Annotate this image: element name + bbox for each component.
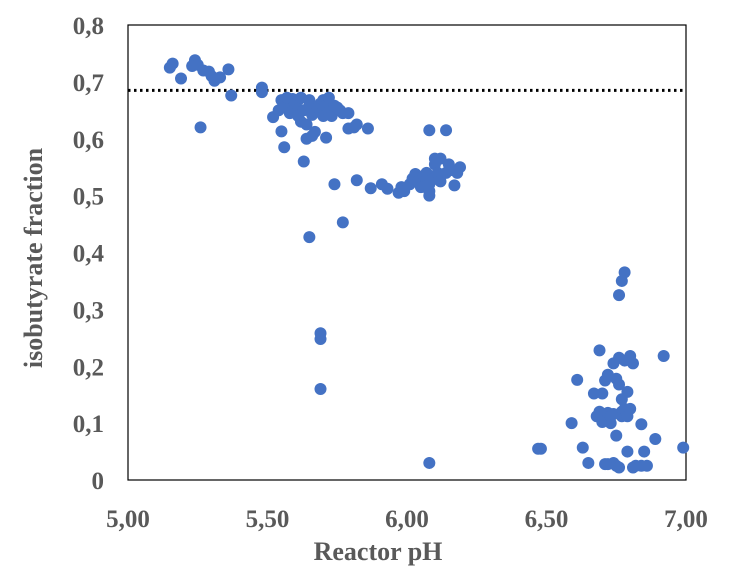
data-point	[320, 131, 333, 144]
x-tick-label: 5,50	[246, 506, 290, 533]
x-tick-label: 6,50	[525, 506, 569, 533]
data-point	[624, 402, 637, 415]
data-point	[361, 122, 374, 135]
data-point	[225, 89, 238, 102]
data-point	[613, 289, 626, 302]
data-point	[423, 456, 436, 469]
data-point	[434, 152, 447, 165]
data-point	[587, 387, 600, 400]
data-point	[423, 124, 436, 137]
data-point	[613, 378, 626, 391]
data-point	[610, 429, 623, 442]
data-point	[214, 71, 227, 84]
y-tick-label: 0,2	[73, 354, 104, 381]
data-point	[618, 266, 631, 279]
x-axis-title: Reactor pH	[314, 537, 443, 566]
data-point	[166, 57, 179, 70]
y-tick-label: 0	[92, 468, 105, 495]
y-tick-label: 0,6	[73, 127, 104, 154]
data-point	[350, 174, 363, 187]
data-point	[454, 161, 467, 174]
y-tick-label: 0,3	[73, 297, 104, 324]
data-point	[649, 433, 662, 446]
data-point	[194, 121, 207, 134]
data-point	[640, 459, 653, 472]
y-tick-label: 0,8	[73, 13, 104, 40]
data-point	[423, 189, 436, 202]
data-point	[571, 373, 584, 386]
data-point	[613, 461, 626, 474]
data-point	[596, 387, 609, 400]
data-point	[657, 350, 670, 363]
data-point	[342, 107, 355, 120]
data-point	[381, 182, 394, 195]
data-point	[325, 110, 338, 122]
x-tick-label: 5,00	[106, 506, 150, 533]
data-point	[626, 357, 639, 370]
y-tick-label: 0,4	[73, 241, 105, 268]
data-point	[300, 118, 313, 131]
data-point	[364, 182, 377, 195]
data-point	[576, 441, 589, 454]
plot-area	[127, 24, 687, 481]
data-point	[328, 178, 341, 191]
data-point	[336, 216, 349, 229]
data-point	[434, 175, 447, 188]
data-point	[222, 63, 235, 76]
data-point	[448, 179, 461, 192]
data-point	[621, 385, 634, 398]
y-tick-label: 0,5	[73, 184, 104, 211]
data-points	[163, 54, 690, 474]
data-point	[314, 332, 327, 345]
x-tick-label: 6,00	[385, 506, 429, 533]
data-point	[175, 72, 188, 85]
data-point	[308, 125, 321, 138]
data-point	[314, 383, 327, 395]
data-point	[297, 155, 310, 168]
plot-frame	[127, 24, 687, 481]
data-point	[440, 124, 453, 137]
data-point	[621, 445, 634, 458]
data-point	[593, 344, 606, 357]
x-tick-label: 7,00	[664, 506, 708, 533]
data-point	[255, 86, 268, 99]
data-point	[677, 441, 690, 454]
data-point	[303, 231, 316, 244]
y-tick-label: 0,7	[73, 70, 104, 97]
y-axis-title: isobutyrate fraction	[19, 147, 48, 368]
data-point	[534, 442, 547, 455]
data-point	[565, 417, 578, 430]
data-point	[638, 445, 651, 458]
data-point	[582, 456, 595, 469]
tick-labels: 5,00 5,50 6,00 6,50 7,00 0 0,1 0,2 0,3 0,4 0,5 0,6 0…	[73, 13, 708, 533]
data-point	[275, 125, 288, 138]
data-point	[635, 418, 648, 431]
data-point	[350, 118, 363, 131]
data-point	[278, 141, 291, 154]
y-tick-label: 0,1	[73, 411, 104, 438]
